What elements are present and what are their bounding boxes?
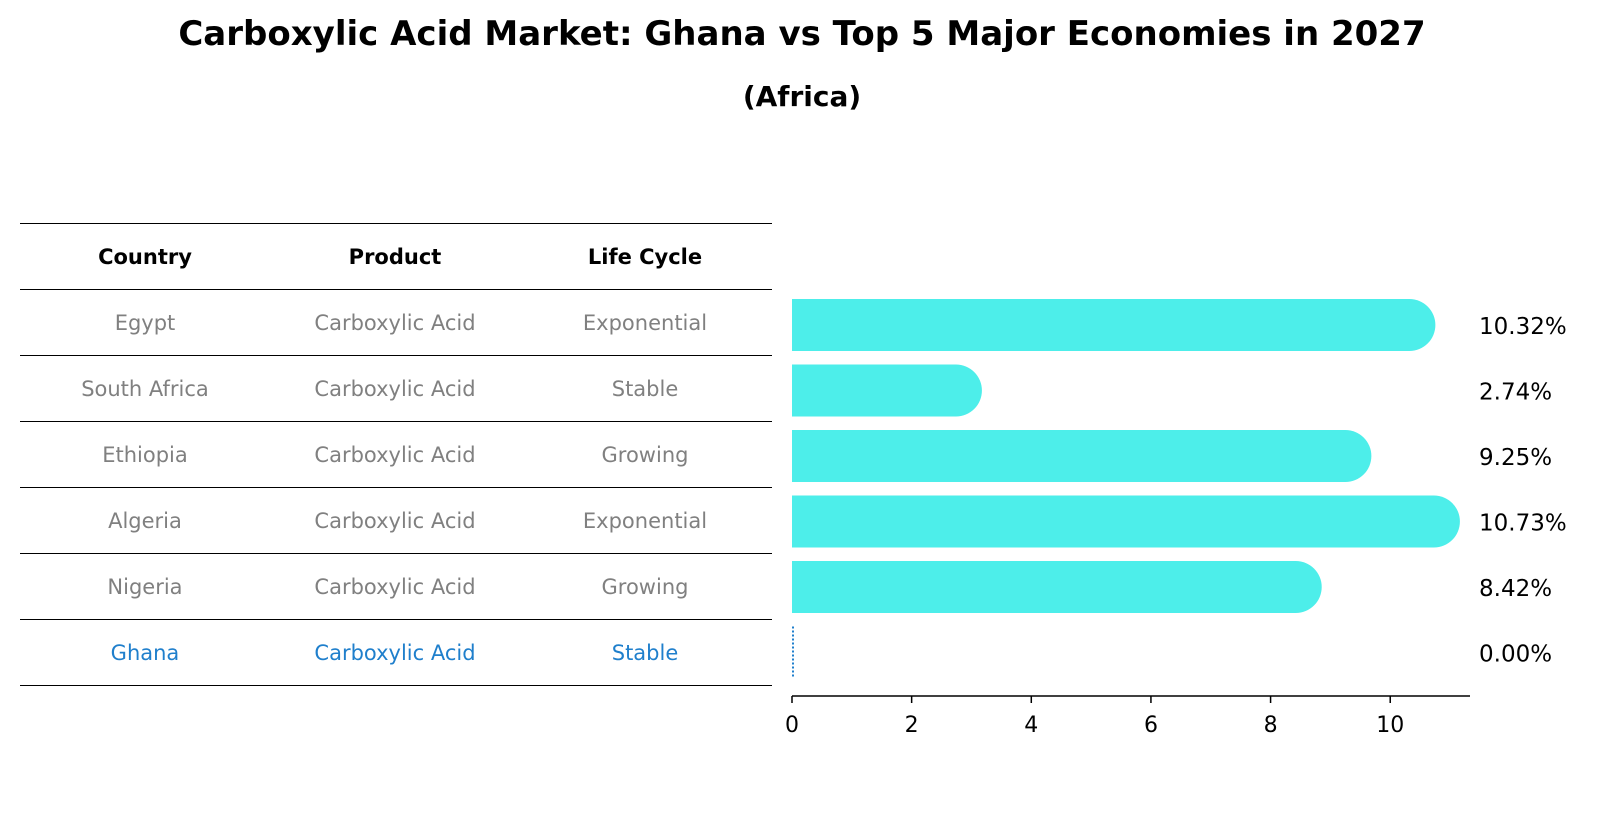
- header-product: Product: [348, 244, 442, 269]
- x-tick-label: 2: [905, 713, 919, 738]
- data-label: 10.73%: [1479, 511, 1567, 537]
- cell-life-cycle: Exponential: [582, 310, 708, 335]
- cell-country: South Africa: [81, 376, 209, 401]
- cell-country: Egypt: [114, 310, 176, 335]
- bar: [792, 561, 1322, 613]
- cell-product: Carboxylic Acid: [314, 442, 476, 467]
- chart-title: Carboxylic Acid Market: Ghana vs Top 5 M…: [178, 14, 1426, 54]
- header-country: Country: [98, 244, 192, 269]
- cell-product: Carboxylic Acid: [314, 508, 476, 533]
- data-label: 9.25%: [1479, 445, 1552, 471]
- cell-product: Carboxylic Acid: [314, 574, 476, 599]
- table-row: Ethiopia Carboxylic Acid Growing: [20, 421, 772, 487]
- data-label: 10.32%: [1479, 314, 1567, 340]
- x-tick-label: 4: [1024, 713, 1038, 738]
- x-tick-label: 0: [785, 713, 799, 738]
- chart-subtitle: (Africa): [742, 80, 862, 113]
- cell-life-cycle: Stable: [611, 376, 679, 401]
- header-life-cycle: Life Cycle: [587, 244, 703, 269]
- data-table: Country Product Life Cycle Egypt Carboxy…: [20, 223, 772, 686]
- table-row: South Africa Carboxylic Acid Stable: [20, 355, 772, 421]
- bar: [792, 299, 1436, 351]
- cell-country: Ethiopia: [102, 442, 188, 467]
- cell-life-cycle: Exponential: [582, 508, 708, 533]
- table-row-highlight: Ghana Carboxylic Acid Stable: [20, 619, 772, 686]
- data-label: 0.00%: [1479, 642, 1552, 668]
- cell-life-cycle: Growing: [601, 442, 689, 467]
- cell-product: Carboxylic Acid: [314, 310, 476, 335]
- cell-country: Algeria: [108, 508, 182, 533]
- x-tick-label: 8: [1264, 713, 1278, 738]
- x-tick-label: 6: [1144, 713, 1158, 738]
- data-label: 2.74%: [1479, 380, 1552, 406]
- table-row: Nigeria Carboxylic Acid Growing: [20, 553, 772, 619]
- cell-country: Ghana: [110, 640, 180, 665]
- bar: [792, 364, 982, 417]
- cell-life-cycle: Stable: [611, 640, 679, 665]
- bar: [792, 430, 1372, 482]
- bar: [792, 495, 1460, 548]
- table-header-row: Country Product Life Cycle: [20, 223, 772, 289]
- cell-product: Carboxylic Acid: [314, 376, 476, 401]
- cell-country: Nigeria: [107, 574, 183, 599]
- cell-life-cycle: Growing: [601, 574, 689, 599]
- cell-product: Carboxylic Acid: [314, 640, 476, 665]
- x-tick-label: 10: [1376, 713, 1404, 738]
- data-label: 8.42%: [1479, 576, 1552, 602]
- table-row: Egypt Carboxylic Acid Exponential: [20, 289, 772, 355]
- table-row: Algeria Carboxylic Acid Exponential: [20, 487, 772, 553]
